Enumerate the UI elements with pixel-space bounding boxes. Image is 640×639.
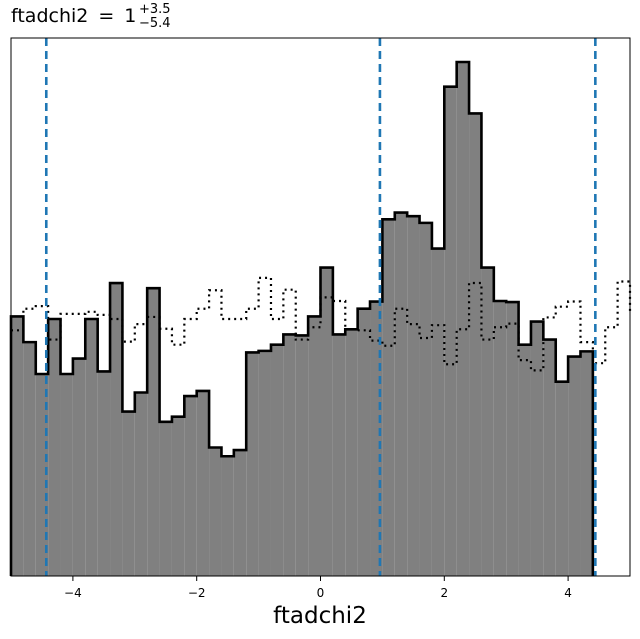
histogram-bar: [233, 450, 247, 576]
histogram-bar: [122, 411, 135, 576]
histogram-bar: [196, 390, 210, 576]
title-value: 1: [124, 5, 136, 27]
histogram-bar: [394, 212, 408, 577]
histogram-bar: [493, 301, 507, 576]
plot-area: −4 −2 0 2 4: [9, 37, 632, 600]
histogram-bar: [357, 308, 371, 576]
histogram-bar: [345, 329, 358, 576]
histogram-bar: [184, 396, 197, 576]
histogram-bar: [295, 335, 309, 576]
histogram-bar: [23, 342, 36, 576]
histogram-bar: [431, 248, 445, 576]
histogram-bar: [171, 416, 185, 576]
histogram-bar: [481, 267, 494, 576]
title-lower-error: −5.4: [139, 16, 171, 31]
histogram-bar: [308, 316, 321, 576]
histogram-bar: [283, 334, 296, 576]
histogram-bar: [258, 350, 271, 576]
histogram-bar: [72, 358, 86, 576]
histogram-bar: [11, 316, 24, 576]
histogram-bar: [580, 351, 593, 576]
histogram-bar: [209, 447, 222, 576]
histogram-bar: [320, 267, 333, 576]
x-tick-label: 4: [564, 586, 572, 600]
histogram-bar: [543, 339, 556, 576]
x-tick-label: −2: [188, 586, 206, 600]
histogram-bar: [530, 321, 544, 576]
histogram-bar: [246, 352, 259, 576]
histogram-bar: [110, 283, 123, 576]
histogram-bar: [97, 371, 111, 576]
histogram-bar: [48, 319, 61, 576]
histogram-bar: [270, 344, 284, 576]
histogram-bar: [85, 319, 98, 576]
dotted-series-line: [11, 276, 632, 372]
filled-series-outline: [9, 60, 595, 576]
histogram-bar: [159, 421, 172, 576]
histogram-bar: [506, 302, 519, 576]
histogram-bar: [134, 392, 148, 576]
title-param: ftadchi2: [11, 5, 88, 27]
histogram-bar: [147, 288, 160, 576]
histogram-bar: [60, 373, 73, 576]
histogram-bar: [382, 219, 395, 576]
chart-title: ftadchi2 = 1: [11, 5, 136, 27]
histogram-bar: [419, 222, 432, 576]
histogram-bar: [221, 456, 234, 576]
x-axis-label: ftadchi2: [273, 603, 367, 629]
x-tick-label: −4: [64, 586, 82, 600]
histogram-bar: [407, 216, 420, 576]
histogram-bar: [518, 344, 531, 576]
histogram-bar: [332, 334, 346, 576]
x-tick-label: 2: [440, 586, 448, 600]
histogram-bar: [456, 62, 470, 576]
title-upper-error: +3.5: [139, 2, 171, 17]
histogram-bar: [444, 86, 457, 576]
histogram-bar: [568, 356, 581, 576]
title-equals: =: [98, 5, 114, 27]
histogram-bar: [555, 381, 569, 576]
histogram-bar: [469, 113, 482, 577]
x-tick-label: 0: [317, 586, 325, 600]
